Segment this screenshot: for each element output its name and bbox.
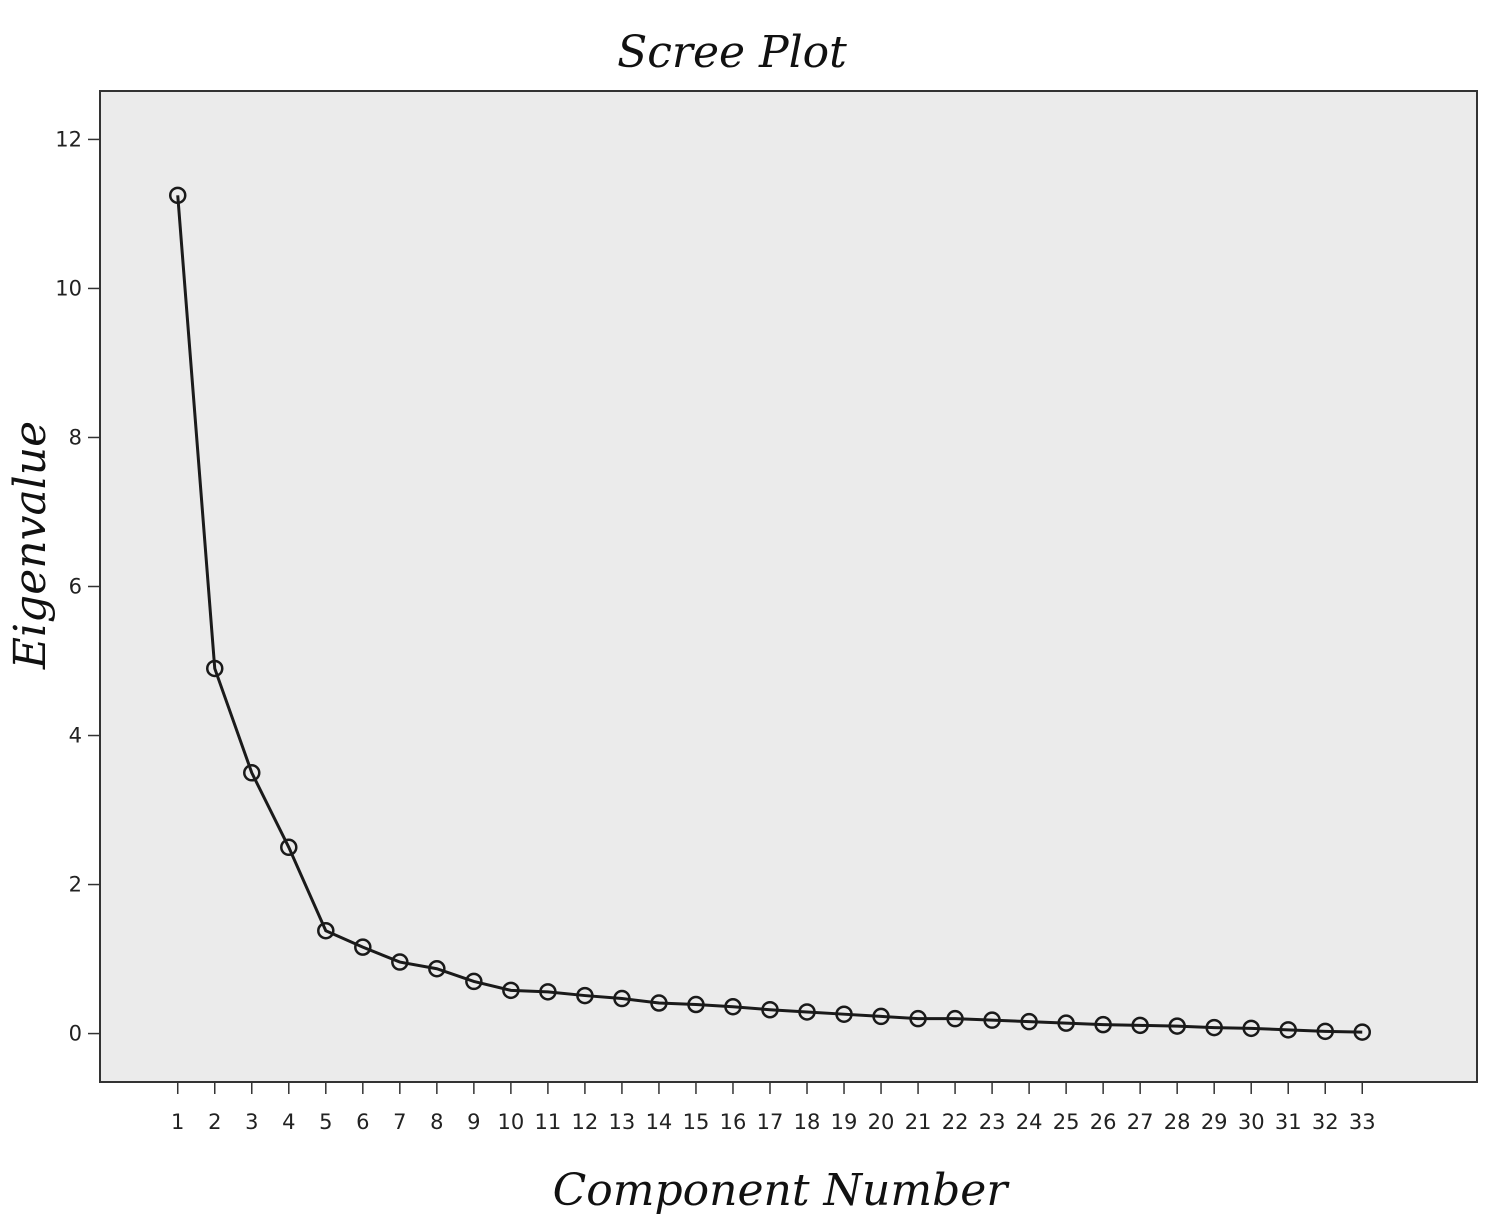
x-axis: 1 2 3 4 5 6 7 8 9 10 11 12 13 14 15 16 17 18 19 20 21 22 23 24 2… <box>171 1082 1376 1134</box>
eigenvalue-point <box>317 921 335 940</box>
x-tick-label: 19 <box>831 1110 858 1134</box>
x-tick-label: 17 <box>757 1110 784 1134</box>
y-axis-title: Eigenvalue <box>5 421 56 670</box>
x-tick-label: 28 <box>1164 1110 1191 1134</box>
eigenvalue-point <box>1205 1018 1223 1037</box>
eigenvalue-point <box>761 1000 779 1019</box>
plot-area <box>99 90 1478 1083</box>
x-tick-label: 11 <box>535 1110 562 1134</box>
eigenvalue-point <box>502 981 520 1000</box>
eigenvalue-point <box>983 1011 1001 1029</box>
eigenvalue-point <box>687 995 705 1014</box>
x-tick-label: 24 <box>1016 1110 1043 1134</box>
y-tick-label: 4 <box>69 724 82 748</box>
x-tick-label: 12 <box>572 1110 599 1134</box>
eigenvalue-point <box>798 1003 816 1021</box>
x-tick-label: 8 <box>430 1110 443 1134</box>
eigenvalue-point <box>650 994 668 1012</box>
eigenvalue-point <box>1057 1014 1075 1032</box>
eigenvalue-line <box>176 195 1363 1034</box>
x-tick-label: 4 <box>282 1110 295 1134</box>
x-tick-label: 21 <box>905 1110 932 1134</box>
y-tick-label: 0 <box>69 1022 82 1046</box>
eigenvalue-point <box>613 989 631 1008</box>
eigenvalue-point <box>724 997 742 1016</box>
y-tick-label: 10 <box>55 276 82 300</box>
x-tick-label: 14 <box>646 1110 673 1134</box>
x-tick-label: 25 <box>1053 1110 1080 1134</box>
x-tick-label: 13 <box>609 1110 636 1134</box>
x-tick-label: 31 <box>1275 1110 1302 1134</box>
eigenvalue-point <box>1242 1019 1260 1038</box>
x-tick-label: 32 <box>1312 1110 1339 1134</box>
y-tick-label: 6 <box>69 575 82 599</box>
eigenvalue-point <box>539 983 557 1001</box>
eigenvalue-point <box>576 986 594 1005</box>
chart-title: Scree Plot <box>617 27 847 78</box>
x-tick-label: 7 <box>393 1110 406 1134</box>
x-tick-label: 9 <box>467 1110 480 1134</box>
x-tick-label: 23 <box>979 1110 1006 1134</box>
x-tick-label: 30 <box>1238 1110 1265 1134</box>
eigenvalue-point <box>465 972 483 991</box>
eigenvalue-point <box>1316 1022 1334 1041</box>
x-tick-label: 1 <box>171 1110 184 1134</box>
eigenvalue-point <box>1279 1021 1297 1039</box>
x-tick-label: 6 <box>356 1110 369 1134</box>
x-tick-label: 3 <box>245 1110 258 1134</box>
eigenvalue-point <box>428 959 446 978</box>
eigenvalue-point <box>835 1005 853 1023</box>
x-tick-label: 2 <box>208 1110 221 1134</box>
eigenvalue-point <box>391 953 409 971</box>
x-tick-label: 33 <box>1349 1110 1376 1134</box>
eigenvalue-point <box>280 838 298 857</box>
x-tick-label: 18 <box>794 1110 821 1134</box>
eigenvalue-point <box>1020 1012 1038 1031</box>
x-tick-label: 16 <box>720 1110 747 1134</box>
x-tick-label: 20 <box>868 1110 895 1134</box>
eigenvalue-point <box>1168 1017 1186 1035</box>
eigenvalue-point <box>909 1009 927 1028</box>
x-tick-label: 27 <box>1127 1110 1154 1134</box>
x-tick-label: 22 <box>942 1110 969 1134</box>
y-axis: 0 2 4 6 8 10 12 <box>55 127 100 1046</box>
eigenvalue-point <box>206 659 224 678</box>
eigenvalue-point <box>168 186 187 205</box>
x-tick-label: 5 <box>319 1110 332 1134</box>
eigenvalue-point <box>354 938 372 956</box>
x-tick-label: 26 <box>1090 1110 1117 1134</box>
x-tick-label: 15 <box>683 1110 710 1134</box>
eigenvalue-point <box>872 1007 890 1026</box>
eigenvalue-point <box>1094 1015 1112 1034</box>
y-tick-label: 8 <box>69 425 82 449</box>
x-axis-title: Component Number <box>553 1165 1011 1216</box>
eigenvalue-point <box>1131 1016 1149 1035</box>
y-tick-label: 2 <box>69 873 82 897</box>
x-tick-label: 29 <box>1201 1110 1228 1134</box>
y-tick-label: 12 <box>55 127 82 151</box>
eigenvalue-point <box>1353 1023 1371 1041</box>
x-tick-label: 10 <box>498 1110 525 1134</box>
eigenvalue-point <box>946 1009 964 1028</box>
eigenvalue-series <box>168 186 1371 1041</box>
eigenvalue-point <box>243 764 261 782</box>
